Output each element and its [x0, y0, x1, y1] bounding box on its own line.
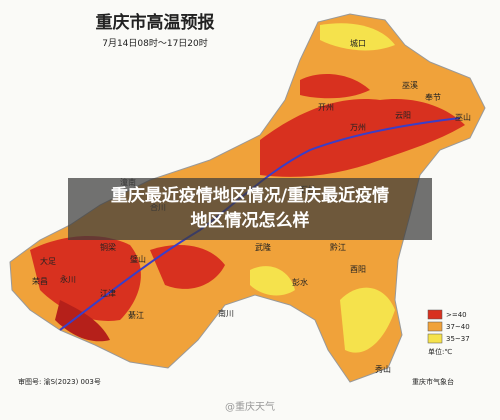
place-label: 江津 — [100, 288, 116, 298]
place-label: 荣昌 — [32, 276, 48, 286]
legend-swatch — [427, 333, 443, 344]
place-label: 云阳 — [395, 111, 411, 120]
legend-label: 37~40 — [446, 323, 470, 331]
legend-unit: 单位:℃ — [428, 347, 452, 356]
title: 重庆市高温预报 — [96, 12, 215, 33]
region-40 — [150, 245, 225, 289]
subtitle: 7月14日08时～17日20时 — [102, 37, 208, 49]
place-label: 开州 — [318, 103, 334, 112]
place-label: 巫溪 — [402, 80, 418, 90]
place-label: 铜梁 — [100, 242, 116, 252]
region-40 — [55, 300, 110, 342]
place-label: 彭水 — [292, 277, 308, 287]
region-35-37 — [250, 266, 295, 296]
overlay-line: 地区情况怎么样 — [191, 210, 310, 231]
map-number: 审图号: 渝S(2023) 003号 — [18, 377, 101, 386]
place-label: 万州 — [350, 123, 366, 132]
issuer: 重庆市气象台 — [412, 377, 454, 386]
place-label: 秀山 — [375, 364, 391, 374]
place-label: 永川 — [60, 274, 76, 284]
legend-swatch — [427, 321, 443, 332]
region-40 — [30, 235, 141, 321]
place-label: 酉阳 — [350, 265, 366, 274]
legend-label: 35~37 — [446, 335, 470, 343]
place-label: 巫山 — [455, 112, 471, 122]
place-label: 南川 — [218, 308, 234, 318]
place-label: 黔江 — [330, 242, 346, 252]
place-label: 大足 — [40, 256, 56, 266]
place-label: 奉节 — [425, 92, 441, 102]
place-label: 武隆 — [255, 242, 271, 252]
legend-label: >=40 — [446, 311, 467, 319]
overlay-box — [68, 178, 432, 240]
region-40 — [300, 74, 370, 99]
region-35-37 — [340, 287, 395, 353]
overlay-line: 重庆最近疫情地区情况/重庆最近疫情 — [111, 185, 389, 206]
place-label: 綦江 — [128, 310, 144, 320]
legend-swatch — [427, 309, 443, 320]
region-35-37 — [320, 23, 395, 51]
watermark: @重庆天气 — [225, 400, 275, 413]
legend: >=40 37~40 35~37 单位:℃ — [427, 309, 470, 356]
region-40 — [260, 99, 465, 177]
place-label: 城口 — [350, 39, 366, 48]
place-label: 璧山 — [130, 254, 146, 264]
